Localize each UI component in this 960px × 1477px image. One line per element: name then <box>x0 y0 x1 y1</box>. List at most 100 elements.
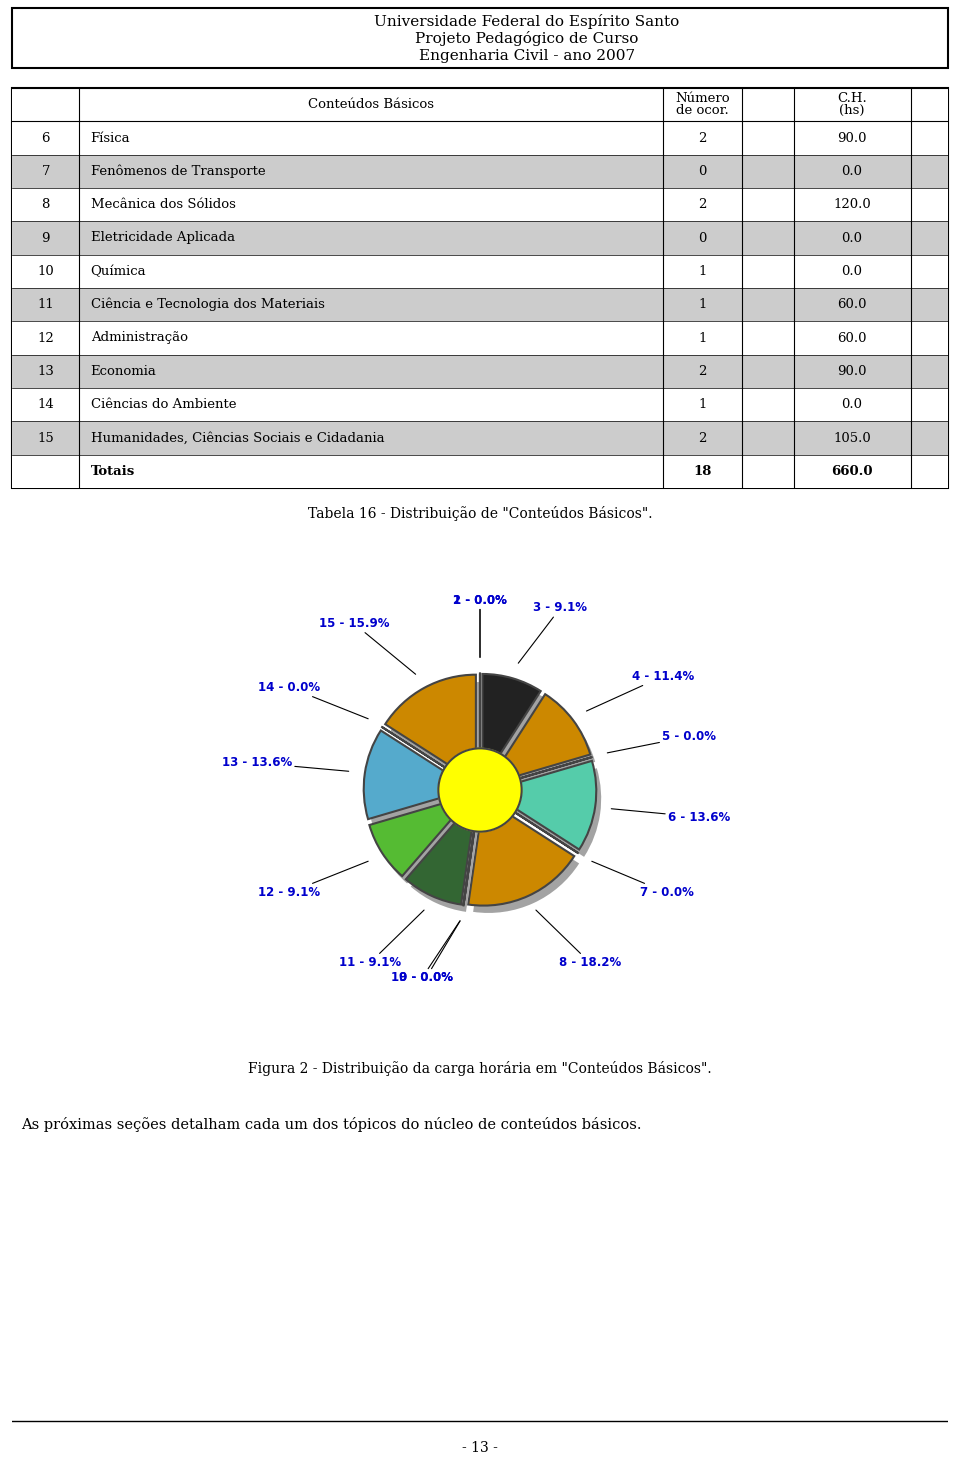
Text: 1 - 0.0%: 1 - 0.0% <box>453 594 507 657</box>
Wedge shape <box>406 798 476 904</box>
Text: 120.0: 120.0 <box>833 198 871 211</box>
Bar <box>12 322 948 354</box>
Text: 18: 18 <box>693 465 711 479</box>
Text: 0.0: 0.0 <box>842 165 862 177</box>
Text: 15 - 15.9%: 15 - 15.9% <box>319 617 416 675</box>
Text: 10 - 0.0%: 10 - 0.0% <box>391 920 460 985</box>
Text: Humanidades, Ciências Sociais e Cidadania: Humanidades, Ciências Sociais e Cidadani… <box>90 431 384 445</box>
Text: Totais: Totais <box>90 465 134 479</box>
Text: 660.0: 660.0 <box>831 465 873 479</box>
Text: Ciências do Ambiente: Ciências do Ambiente <box>90 399 236 411</box>
Bar <box>12 121 948 155</box>
Text: 2: 2 <box>698 198 707 211</box>
Text: 8: 8 <box>41 198 50 211</box>
Text: 11 - 9.1%: 11 - 9.1% <box>339 910 424 969</box>
Text: 1: 1 <box>698 298 707 312</box>
Wedge shape <box>493 768 601 857</box>
Text: 6 - 13.6%: 6 - 13.6% <box>612 809 731 824</box>
Text: 2: 2 <box>698 431 707 445</box>
Wedge shape <box>385 675 476 783</box>
Text: 13 - 13.6%: 13 - 13.6% <box>222 756 348 771</box>
Text: Engenharia Civil - ano 2007: Engenharia Civil - ano 2007 <box>419 49 635 64</box>
Wedge shape <box>382 727 472 786</box>
Wedge shape <box>492 702 595 792</box>
Bar <box>12 354 948 388</box>
Text: 7 - 0.0%: 7 - 0.0% <box>591 861 694 899</box>
Text: 8 - 18.2%: 8 - 18.2% <box>536 910 621 969</box>
Wedge shape <box>464 799 479 905</box>
Text: 3 - 9.1%: 3 - 9.1% <box>518 601 588 663</box>
Text: C.H.: C.H. <box>837 93 867 105</box>
Text: 1: 1 <box>698 331 707 344</box>
Text: Ciência e Tecnologia dos Materiais: Ciência e Tecnologia dos Materiais <box>90 298 324 312</box>
Text: Universidade Federal do Espírito Santo: Universidade Federal do Espírito Santo <box>374 13 680 28</box>
Text: 4 - 11.4%: 4 - 11.4% <box>587 669 694 710</box>
Text: 105.0: 105.0 <box>833 431 871 445</box>
Text: Figura 2 - Distribuição da carga horária em "Conteúdos Básicos".: Figura 2 - Distribuição da carga horária… <box>249 1062 711 1077</box>
Wedge shape <box>468 806 484 913</box>
Wedge shape <box>468 806 484 913</box>
Text: Número: Número <box>675 93 730 105</box>
Wedge shape <box>489 758 591 787</box>
Bar <box>12 188 948 222</box>
Bar <box>12 421 948 455</box>
Text: 2: 2 <box>698 365 707 378</box>
Text: Projeto Pedagógico de Curso: Projeto Pedagógico de Curso <box>415 31 638 46</box>
Text: 90.0: 90.0 <box>837 131 867 145</box>
Text: 12 - 9.1%: 12 - 9.1% <box>258 861 369 899</box>
Text: Eletricidade Aplicada: Eletricidade Aplicada <box>90 232 235 245</box>
Wedge shape <box>369 738 476 827</box>
Text: As próximas seções detalham cada um dos tópicos do núcleo de conteúdos básicos.: As próximas seções detalham cada um dos … <box>21 1118 642 1133</box>
Bar <box>12 288 948 322</box>
Wedge shape <box>387 734 478 793</box>
Wedge shape <box>468 798 574 905</box>
Text: 6: 6 <box>41 131 50 145</box>
Text: 0.0: 0.0 <box>842 264 862 278</box>
Text: 0.0: 0.0 <box>842 399 862 411</box>
Text: 1: 1 <box>698 264 707 278</box>
Wedge shape <box>492 802 583 860</box>
Text: 0: 0 <box>698 165 707 177</box>
Wedge shape <box>473 805 579 913</box>
Bar <box>12 388 948 421</box>
Text: 7: 7 <box>41 165 50 177</box>
Text: 2 - 0.0%: 2 - 0.0% <box>453 594 507 657</box>
Text: 0.0: 0.0 <box>842 232 862 245</box>
Text: 11: 11 <box>37 298 54 312</box>
Wedge shape <box>489 761 596 849</box>
Text: 1: 1 <box>698 399 707 411</box>
Text: Tabela 16 - Distribuição de "Conteúdos Básicos".: Tabela 16 - Distribuição de "Conteúdos B… <box>308 505 652 520</box>
Wedge shape <box>464 799 479 905</box>
Text: 13: 13 <box>37 365 54 378</box>
Text: Conteúdos Básicos: Conteúdos Básicos <box>308 97 434 111</box>
Text: 12: 12 <box>37 331 54 344</box>
Text: 9: 9 <box>41 232 50 245</box>
Bar <box>12 222 948 254</box>
Text: (hs): (hs) <box>839 103 865 117</box>
Text: Física: Física <box>90 131 131 145</box>
Text: Mecânica dos Sólidos: Mecânica dos Sólidos <box>90 198 235 211</box>
Bar <box>12 455 948 487</box>
Text: 9 - 0.0%: 9 - 0.0% <box>399 922 460 985</box>
Text: 10: 10 <box>37 264 54 278</box>
Wedge shape <box>411 805 481 911</box>
Text: 2: 2 <box>698 131 707 145</box>
Wedge shape <box>493 765 596 795</box>
Text: de ocor.: de ocor. <box>676 103 729 117</box>
Text: 14 - 0.0%: 14 - 0.0% <box>258 681 369 719</box>
Text: Economia: Economia <box>90 365 156 378</box>
Bar <box>12 254 948 288</box>
Text: Química: Química <box>90 264 146 278</box>
Text: 60.0: 60.0 <box>837 298 867 312</box>
Wedge shape <box>488 795 578 852</box>
Text: Administração: Administração <box>90 331 187 344</box>
Text: 14: 14 <box>37 399 54 411</box>
Text: 90.0: 90.0 <box>837 365 867 378</box>
Wedge shape <box>483 674 540 781</box>
Bar <box>12 155 948 188</box>
Text: - 13 -: - 13 - <box>462 1440 498 1455</box>
Text: Fenômenos de Transporte: Fenômenos de Transporte <box>90 164 265 179</box>
Text: 0: 0 <box>698 232 707 245</box>
Wedge shape <box>374 802 478 883</box>
Circle shape <box>439 749 521 832</box>
